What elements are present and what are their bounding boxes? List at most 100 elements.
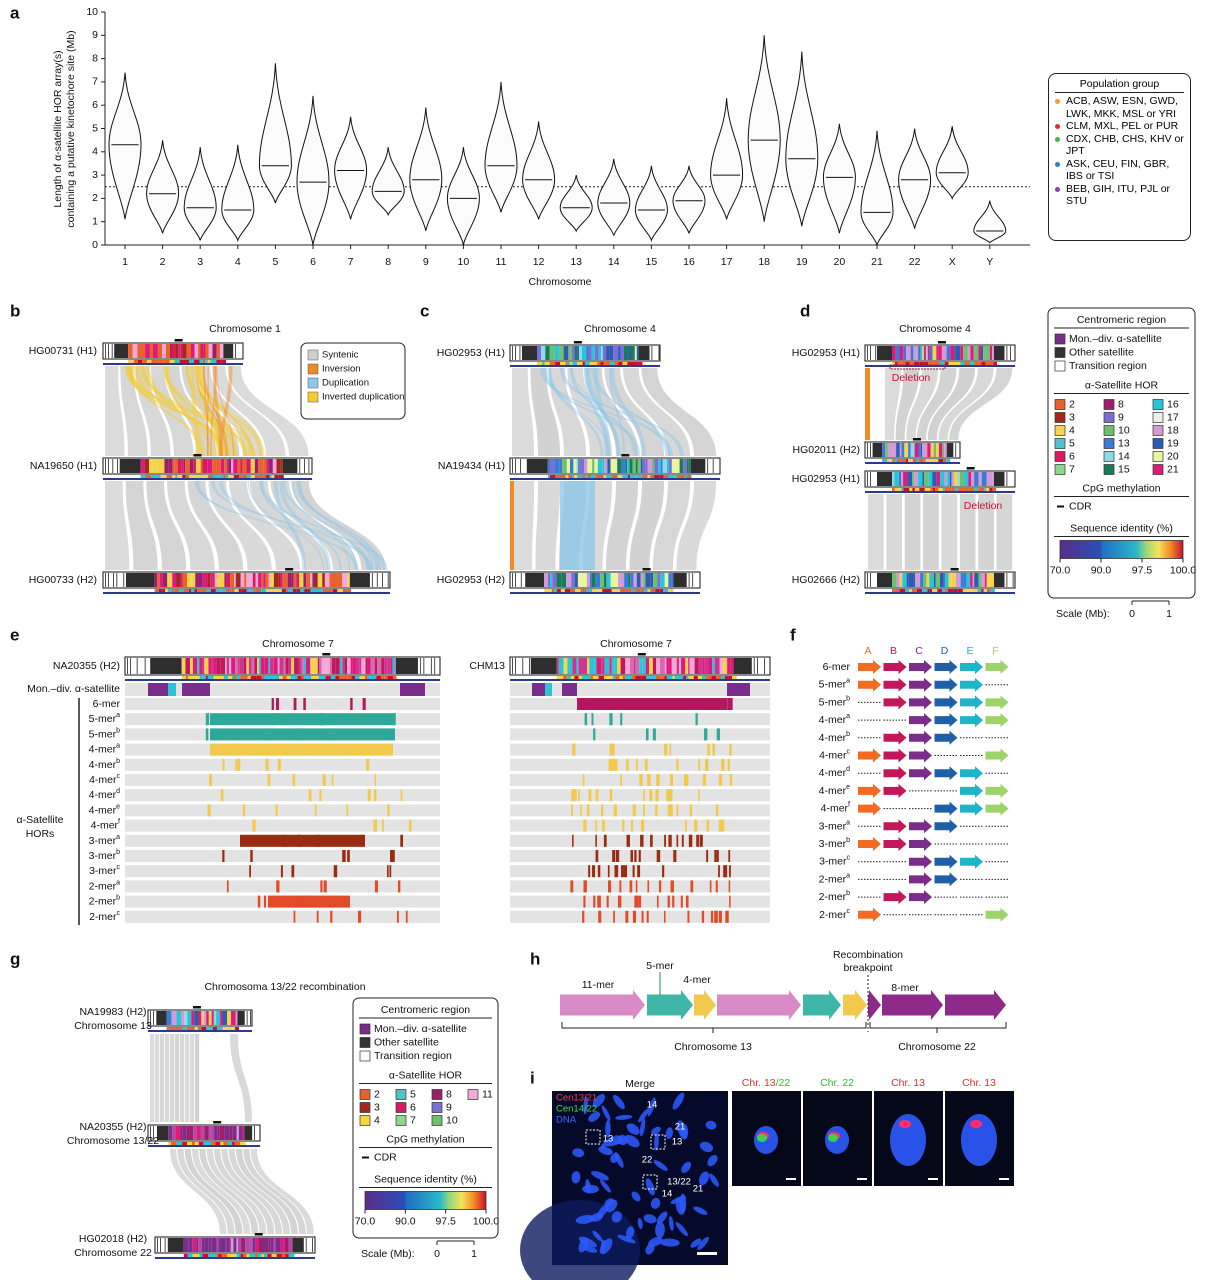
identity-stripe xyxy=(264,676,268,679)
row-name: 2-mer xyxy=(819,873,847,885)
hor-stripe xyxy=(188,1238,193,1252)
inset-title: Chr. 13 xyxy=(962,1077,996,1089)
alignment-ribbon xyxy=(221,1149,283,1234)
panel-title: Chromosome 4 xyxy=(899,323,971,335)
legend-label: 21 xyxy=(1167,463,1179,475)
transition-stripe xyxy=(519,346,521,360)
hor-tick xyxy=(632,804,636,817)
alignment-ribbon xyxy=(906,368,938,440)
legend-swatch xyxy=(1054,399,1066,410)
hor-stripe xyxy=(235,658,238,674)
hor-stripe xyxy=(984,573,987,587)
row-label: 2-merb xyxy=(819,890,850,903)
hor-stripe xyxy=(237,1238,242,1252)
identity-stripe xyxy=(550,475,556,478)
identity-stripe xyxy=(935,488,939,491)
identity-stripe xyxy=(619,676,623,679)
identity-stripe xyxy=(183,1254,188,1257)
hor-stripe xyxy=(666,459,670,473)
chromosome xyxy=(656,1211,668,1225)
hor-stripe xyxy=(572,658,577,674)
y-tick-label: 8 xyxy=(92,52,98,64)
legend-dot xyxy=(1055,99,1060,104)
hor-stripe xyxy=(960,573,964,587)
identity-stripe xyxy=(207,360,211,363)
identity-stripe xyxy=(944,362,949,365)
hor-tick xyxy=(638,850,641,862)
hor-tick xyxy=(650,834,653,847)
inset-title-part: Chr. 13 xyxy=(891,1077,925,1089)
identity-stripe xyxy=(925,459,931,462)
hor-stripe xyxy=(920,346,923,360)
hor-tick xyxy=(333,865,338,878)
identity-stripe xyxy=(565,362,568,365)
hor-stripe xyxy=(264,658,269,674)
identity-stripe xyxy=(595,475,599,478)
transition-stripe xyxy=(1012,573,1014,587)
legend-label: ACB, ASW, ESN, GWD, LWK, MKK, MSL or YRI xyxy=(1066,95,1179,120)
hor-tick xyxy=(640,834,644,847)
colorbar-tick-label: 100.0 xyxy=(473,1215,499,1227)
hor-arrow xyxy=(843,990,867,1020)
hor-stripe xyxy=(201,1011,204,1025)
chromosome xyxy=(601,1105,611,1122)
identity-stripe xyxy=(376,676,381,679)
identity-stripe xyxy=(929,589,933,592)
identity-stripe xyxy=(347,676,352,679)
hor-tick xyxy=(680,895,683,908)
identity-stripe xyxy=(641,676,647,679)
hor-stripe xyxy=(303,573,307,587)
alignment-ribbon xyxy=(196,366,216,456)
identity-stripe xyxy=(942,488,945,491)
methylation-line xyxy=(865,592,1015,594)
transition-stripe xyxy=(529,658,530,674)
identity-stripe xyxy=(241,589,247,592)
identity-stripe xyxy=(913,362,920,365)
hor-stripe xyxy=(907,472,913,486)
alignment-ribbon xyxy=(904,494,921,570)
hor-stripe xyxy=(636,573,641,587)
alignment-ribbon xyxy=(629,481,665,570)
identity-stripe xyxy=(198,1142,204,1145)
hor-tick xyxy=(641,819,645,832)
legend-entry: CLM, MXL, PEL or PUR xyxy=(1055,120,1184,133)
hor-stripe xyxy=(929,346,933,360)
chromosome xyxy=(571,1171,581,1184)
chromosome xyxy=(638,1108,650,1123)
alignment-ribbon xyxy=(216,366,235,456)
hor-stripe xyxy=(322,573,325,587)
chromosome xyxy=(672,1092,685,1110)
hor-tick xyxy=(572,743,576,756)
panel-label: b xyxy=(10,301,20,320)
identity-stripe xyxy=(923,362,929,365)
identity-stripe xyxy=(191,1142,195,1145)
hor-stripe xyxy=(347,573,350,587)
hor-stripe xyxy=(140,459,145,473)
hor-tick xyxy=(389,865,392,878)
identity-stripe xyxy=(300,589,305,592)
hor-stripe xyxy=(214,1126,218,1140)
identity-stripe xyxy=(281,1254,286,1257)
hor-stripe xyxy=(246,459,251,473)
hor-stripe xyxy=(549,459,552,473)
alignment-ribbon xyxy=(195,481,359,570)
row-name: 2-mer xyxy=(819,909,847,921)
hor-tick xyxy=(387,865,389,878)
identity-stripe xyxy=(544,362,550,365)
identity-stripe xyxy=(728,676,733,679)
identity-stripe xyxy=(278,475,284,478)
transition-stripe xyxy=(144,658,146,674)
identity-stripe xyxy=(903,488,910,491)
alignment-ribbon xyxy=(641,368,717,456)
scale-bar xyxy=(928,1178,938,1180)
transition-stripe xyxy=(512,573,513,587)
identity-colorbar xyxy=(1059,540,1184,559)
other-satellite xyxy=(244,1126,253,1140)
hor-tick xyxy=(634,850,637,862)
identity-stripe xyxy=(128,360,134,363)
identity-stripe xyxy=(620,589,623,592)
hor-stripe xyxy=(268,1238,271,1252)
other-satellite xyxy=(733,658,752,674)
hor-stripe xyxy=(566,573,572,587)
hor-stripe xyxy=(576,658,579,674)
